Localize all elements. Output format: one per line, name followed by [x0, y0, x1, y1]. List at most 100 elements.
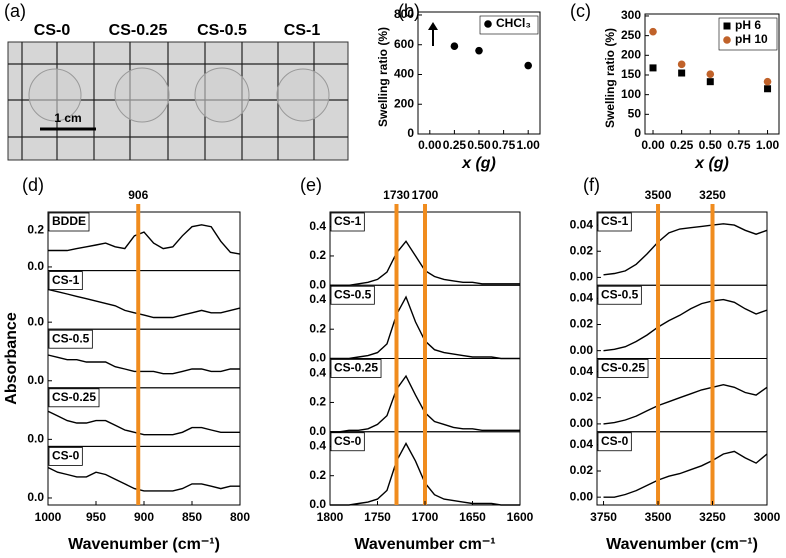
spectrum [47, 288, 241, 319]
y-tick-label: 0.4 [309, 365, 326, 379]
panel-label: (b) [398, 1, 420, 21]
panel-label: (a) [4, 1, 26, 21]
subplot-label: BDDE [52, 214, 86, 228]
x-tick-label: 1000 [35, 510, 62, 524]
x-tick-label: 0.00 [418, 138, 442, 152]
y-tick-label: 0.00 [570, 416, 594, 430]
panel-label: (e) [300, 175, 322, 195]
marker [677, 60, 686, 69]
legend-label: pH 6 [735, 18, 761, 32]
x-tick-label: 1700 [412, 510, 439, 524]
y-tick-label: 250 [621, 28, 641, 42]
y-tick-label: 0.4 [309, 219, 326, 233]
marker [649, 27, 657, 36]
reference-label: 1730 [383, 188, 410, 202]
reference-label: 3250 [699, 188, 726, 202]
reference-label: 1700 [412, 188, 439, 202]
subplot-label: CS-0.5 [601, 287, 639, 301]
x-tick-label: 850 [182, 510, 202, 524]
legend-frame [718, 17, 778, 51]
panel-label: (d) [22, 175, 44, 195]
x-tick-label: 1.00 [517, 138, 541, 152]
y-axis-label: Swelling ratio (%) [376, 27, 390, 127]
y-tick-label: 0.04 [570, 291, 594, 305]
y-tick-label: 0.02 [570, 390, 594, 404]
y-tick-label: 0.2 [309, 321, 326, 335]
y-tick-label: 400 [394, 67, 414, 81]
subplot-label: CS-0.25 [52, 390, 96, 404]
arrow [428, 22, 438, 46]
y-tick-label: 0 [407, 126, 414, 140]
legend-marker [723, 36, 731, 44]
subplot-label: CS-1 [601, 214, 629, 228]
label-box [48, 329, 93, 349]
x-axis-label: Wavenumber cm⁻¹ [354, 536, 495, 553]
x-tick-label: 3500 [645, 510, 672, 524]
x-tick-label: 1600 [507, 510, 534, 524]
y-tick-label: 0.0 [27, 432, 44, 446]
spectrum [47, 466, 240, 492]
legend-marker [723, 22, 731, 30]
y-tick-label: 200 [394, 96, 414, 110]
marker [678, 69, 686, 77]
legend-frame [479, 15, 539, 35]
sample-label: CS-0 [34, 22, 71, 39]
subplot-label: CS-1 [52, 273, 80, 287]
subplot-label: CS-0 [334, 434, 362, 448]
label-box [330, 359, 382, 378]
y-tick-label: 0.2 [309, 248, 326, 262]
x-axis-label: Wavenumber (cm⁻¹) [606, 536, 758, 553]
discs [28, 67, 330, 123]
label-box [48, 271, 83, 291]
spectrum [48, 224, 241, 255]
plot-frame [644, 13, 780, 135]
spectrum [47, 354, 240, 375]
label-box [597, 432, 632, 452]
x-tick-label: 0.25 [670, 138, 694, 152]
subplot-label: CS-0.5 [52, 331, 90, 345]
y-tick-label: 150 [621, 67, 641, 81]
y-tick-label: 0.02 [570, 317, 594, 331]
y-tick-label: 0.00 [570, 270, 594, 284]
y-tick-label: 0.2 [309, 395, 326, 409]
x-tick-label: 950 [86, 510, 106, 524]
y-tick-label: 0.0 [27, 490, 44, 504]
subplot-label: CS-0.5 [334, 287, 372, 301]
y-tick-label: 0.02 [570, 463, 594, 477]
y-tick-label: 0.00 [570, 343, 594, 357]
sample-label: CS-0.25 [109, 22, 168, 39]
subplot-label: CS-0.25 [334, 361, 378, 375]
y-tick-label: 0.04 [570, 217, 594, 231]
spectrum [603, 450, 768, 498]
marker [475, 46, 483, 55]
x-tick-label: 3250 [699, 510, 726, 524]
label-box [597, 212, 632, 232]
y-tick-label: 0.4 [309, 292, 326, 306]
y-tick-label: 0.0 [309, 277, 326, 291]
y-tick-label: 0.0 [309, 351, 326, 365]
subplot-label: CS-0 [52, 449, 80, 463]
x-tick-label: 0.50 [699, 138, 723, 152]
legend-label: CHCl₃ [496, 16, 531, 30]
plot-frame [417, 11, 541, 135]
x-tick-label: 900 [134, 510, 154, 524]
marker [524, 61, 532, 70]
y-tick-label: 0.0 [27, 314, 44, 328]
legend-marker [484, 20, 492, 28]
spectrum [603, 223, 768, 276]
x-axis-label: Wavenumber (cm⁻¹) [68, 536, 220, 553]
y-tick-label: 0.2 [27, 222, 44, 236]
y-tick-label: 0.0 [309, 497, 326, 511]
y-tick-label: 0.0 [309, 424, 326, 438]
x-tick-label: 800 [230, 510, 250, 524]
label-box [330, 432, 365, 452]
spectrum [47, 410, 240, 436]
panel-label: (c) [570, 1, 591, 21]
label-box [330, 285, 375, 305]
x-tick-label: 1650 [459, 510, 486, 524]
subplot-label: CS-0 [601, 434, 629, 448]
y-tick-label: 100 [621, 87, 641, 101]
sample-label: CS-0.5 [197, 22, 247, 39]
reference-label: 906 [128, 188, 148, 202]
